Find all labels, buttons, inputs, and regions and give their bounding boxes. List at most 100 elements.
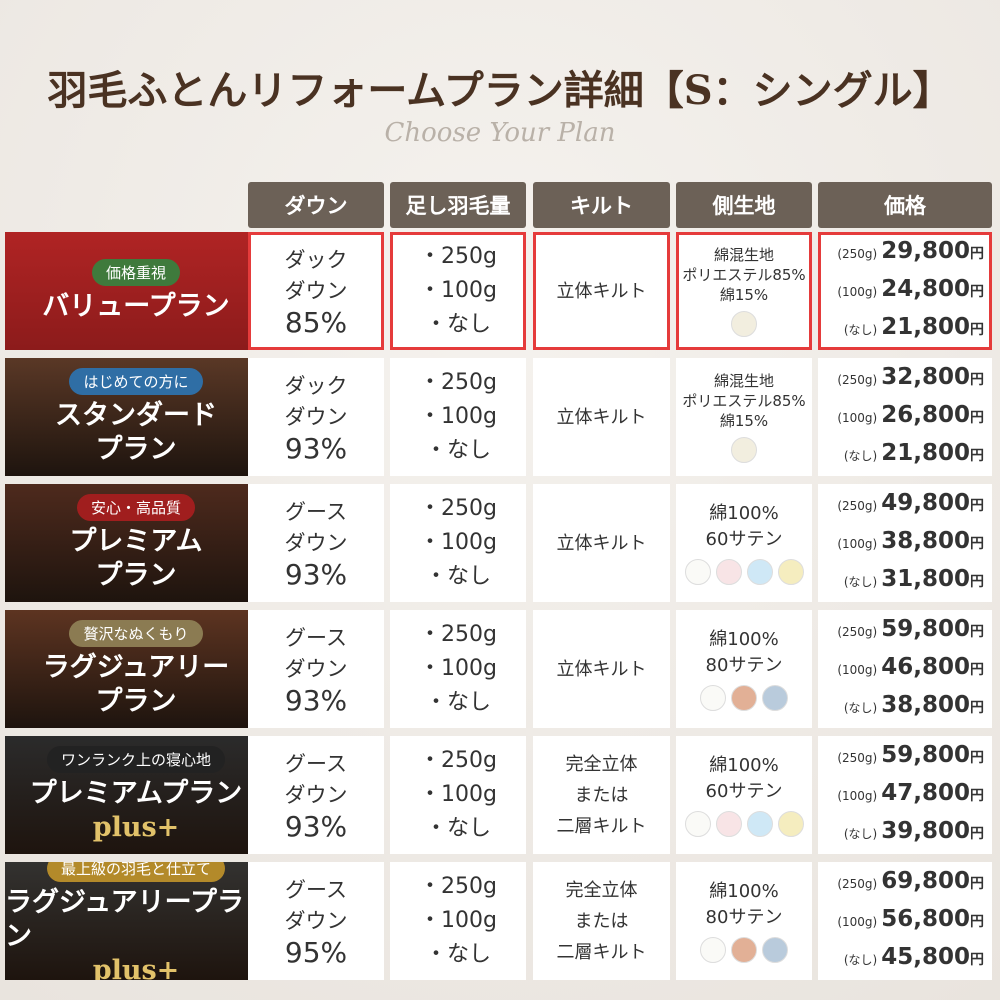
price-value: 69,800: [881, 868, 970, 894]
price-line: (100g) 38,800 円: [837, 524, 984, 562]
down-text: ダウン: [284, 908, 348, 933]
amount-cell: ・250g ・100g ・なし: [390, 862, 526, 980]
quilt-text: 二層キルト: [556, 941, 647, 963]
fabric-text: 綿100%: [709, 881, 779, 902]
price-unit: 円: [970, 624, 984, 640]
down-text: ダウン: [284, 404, 348, 429]
swatches: [731, 311, 757, 337]
price-cell: (250g) 49,800 円 (100g) 38,800 円 (なし) 31,800 円: [818, 484, 992, 602]
price-value: 49,800: [881, 490, 970, 516]
price-value: 39,800: [881, 818, 970, 844]
price-line: (なし) 39,800 円: [844, 814, 984, 852]
fabric-text: 綿混生地: [713, 246, 774, 264]
fabric-text: 60サテン: [705, 529, 783, 550]
price-line: (250g) 59,800 円: [837, 612, 984, 650]
color-swatch: [777, 811, 804, 837]
plan-tag: 価格重視: [91, 258, 180, 286]
price-label: (100g): [837, 789, 878, 803]
color-swatch: [731, 437, 757, 463]
amount-option: ・なし: [424, 438, 491, 463]
price-line: (250g) 29,800 円: [837, 234, 984, 272]
amount-option: ・なし: [424, 816, 491, 841]
price-cell: (250g) 29,800 円 (100g) 24,800 円 (なし) 21,800 円: [818, 232, 992, 350]
price-cell: (250g) 59,800 円 (100g) 46,800 円 (なし) 38,800 円: [818, 610, 992, 728]
plan-label: 贅沢なぬくもり ラグジュアリー プラン: [5, 610, 267, 728]
color-swatch: [715, 559, 742, 585]
price-label: (なし): [843, 953, 878, 967]
price-label: (なし): [843, 701, 878, 715]
quilt-cell: 完全立体 または 二層キルト: [533, 736, 670, 854]
title: 羽毛ふとんリフォームプラン詳細【S：シングル】: [47, 67, 953, 114]
price-line: (250g) 69,800 円: [837, 864, 984, 902]
down-text: グース: [285, 877, 347, 902]
price-unit: 円: [970, 448, 984, 464]
fabric-cell: 綿100% 80サテン: [676, 862, 812, 980]
quilt-text: 二層キルト: [556, 815, 647, 837]
fabric-cell: 綿100% 60サテン: [676, 736, 812, 854]
fabric-cell: 綿混生地 ポリエステル85% 綿15%: [676, 232, 812, 350]
amount-option: ・なし: [424, 942, 491, 967]
amount-cell: ・250g ・100g ・なし: [390, 232, 526, 350]
price-label: (なし): [843, 449, 878, 463]
price-value: 38,800: [881, 528, 970, 554]
price-line: (250g) 49,800 円: [837, 486, 984, 524]
price-value: 29,800: [881, 238, 970, 264]
down-text: ダック: [284, 247, 348, 272]
amount-option: ・100g: [419, 278, 497, 303]
amount-option: ・100g: [419, 530, 497, 555]
price-label: (250g): [837, 625, 878, 639]
down-text: グース: [285, 499, 347, 524]
plan-name: プラン: [95, 559, 177, 591]
column-header: 価格: [818, 182, 992, 228]
price-label: (100g): [837, 537, 878, 551]
swatches: [684, 559, 804, 585]
amount-option: ・100g: [419, 404, 497, 429]
quilt-text: 完全立体: [565, 879, 638, 901]
price-unit: 円: [970, 284, 984, 300]
down-cell: グース ダウン 93%: [248, 610, 384, 728]
price-label: (100g): [837, 663, 878, 677]
price-unit: 円: [970, 574, 984, 590]
price-unit: 円: [970, 498, 984, 514]
plan-name: バリュープラン: [42, 290, 230, 322]
price-cell: (250g) 32,800 円 (100g) 26,800 円 (なし) 21,800 円: [818, 358, 992, 476]
quilt-text: 立体キルト: [556, 658, 647, 680]
down-cell: グース ダウン 95%: [248, 862, 384, 980]
column-header: 足し羽毛量: [390, 182, 526, 228]
price-line: (250g) 32,800 円: [837, 360, 984, 398]
price-cell: (250g) 59,800 円 (100g) 47,800 円 (なし) 39,800 円: [818, 736, 992, 854]
quilt-cell: 立体キルト: [533, 610, 670, 728]
fabric-text: 60サテン: [705, 781, 783, 802]
amount-cell: ・250g ・100g ・なし: [390, 484, 526, 602]
fabric-text: 80サテン: [705, 907, 783, 928]
color-swatch: [700, 937, 726, 963]
price-line: (なし) 31,800 円: [844, 562, 984, 600]
down-cell: ダック ダウン 85%: [248, 232, 384, 350]
amount-option: ・100g: [419, 908, 497, 933]
price-label: (100g): [837, 285, 878, 299]
price-line: (100g) 47,800 円: [837, 776, 984, 814]
price-value: 45,800: [881, 944, 970, 970]
amount-cell: ・250g ・100g ・なし: [390, 610, 526, 728]
quilt-text: 立体キルト: [556, 406, 647, 428]
amount-option: ・250g: [419, 496, 497, 521]
price-value: 59,800: [881, 616, 970, 642]
down-text: 93%: [284, 809, 348, 843]
price-unit: 円: [970, 876, 984, 892]
quilt-cell: 立体キルト: [533, 232, 670, 350]
color-swatch: [731, 937, 757, 963]
plan-tag: 最上級の羽毛と仕立て: [46, 862, 225, 882]
plan-name: プレミアムプラン: [29, 777, 243, 809]
plan-name: ラグジュアリー: [42, 651, 230, 683]
plan-label: ワンランク上の寝心地 プレミアムプラン plus+: [5, 736, 267, 854]
color-swatch: [777, 559, 804, 585]
price-value: 59,800: [881, 742, 970, 768]
down-text: ダック: [284, 373, 348, 398]
amount-cell: ・250g ・100g ・なし: [390, 358, 526, 476]
color-swatch: [715, 811, 742, 837]
price-unit: 円: [970, 322, 984, 338]
amount-option: ・250g: [419, 244, 497, 269]
price-value: 31,800: [881, 566, 970, 592]
plan-name: スタンダード: [55, 399, 217, 431]
